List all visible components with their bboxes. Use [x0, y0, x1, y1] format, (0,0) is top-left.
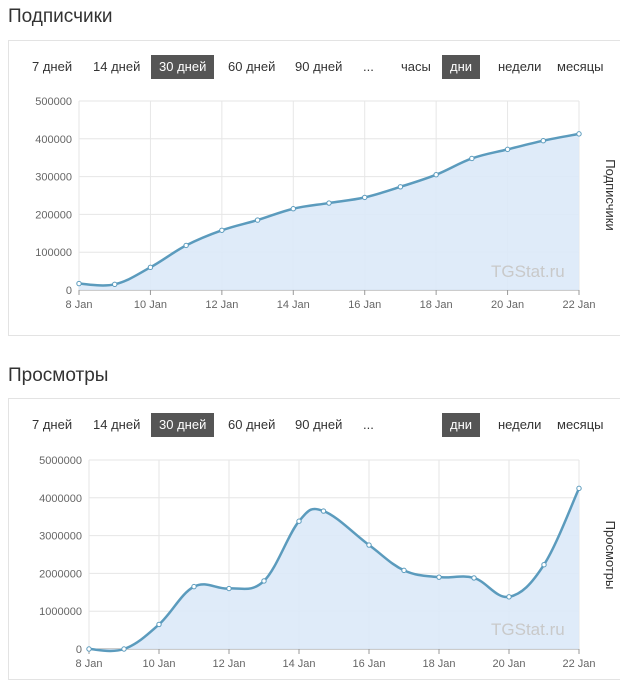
range-14d-button[interactable]: 14 дней [93, 417, 141, 432]
subscribers-title: Подписчики [8, 6, 113, 27]
granularity-weeks-button[interactable]: недели [498, 59, 542, 74]
granularity-hours-button[interactable]: часы [401, 59, 431, 74]
range-more-button[interactable]: ... [363, 417, 374, 432]
range-60d-button[interactable]: 60 дней [228, 59, 276, 74]
range-90d-button[interactable]: 90 дней [295, 59, 343, 74]
views-panel: 7 дней 14 дней 30 дней 60 дней 90 дней .… [8, 398, 620, 680]
range-more-button[interactable]: ... [363, 59, 374, 74]
granularity-days-button[interactable]: дни [442, 413, 481, 437]
range-90d-button[interactable]: 90 дней [295, 417, 343, 432]
range-60d-button[interactable]: 60 дней [228, 417, 276, 432]
range-7d-button[interactable]: 7 дней [32, 417, 73, 432]
granularity-months-button[interactable]: месяцы [557, 417, 604, 432]
granularity-days-button[interactable]: дни [442, 55, 481, 79]
views-title: Просмотры [8, 365, 109, 386]
range-14d-button[interactable]: 14 дней [93, 59, 141, 74]
range-30d-button[interactable]: 30 дней [151, 55, 215, 79]
range-30d-button[interactable]: 30 дней [151, 413, 215, 437]
subscribers-panel: 7 дней 14 дней 30 дней 60 дней 90 дней .… [8, 40, 620, 336]
subscribers-toolbar: 7 дней 14 дней 30 дней 60 дней 90 дней .… [9, 55, 620, 79]
granularity-weeks-button[interactable]: недели [498, 417, 542, 432]
views-toolbar: 7 дней 14 дней 30 дней 60 дней 90 дней .… [9, 413, 620, 437]
range-7d-button[interactable]: 7 дней [32, 59, 73, 74]
granularity-months-button[interactable]: месяцы [557, 59, 604, 74]
